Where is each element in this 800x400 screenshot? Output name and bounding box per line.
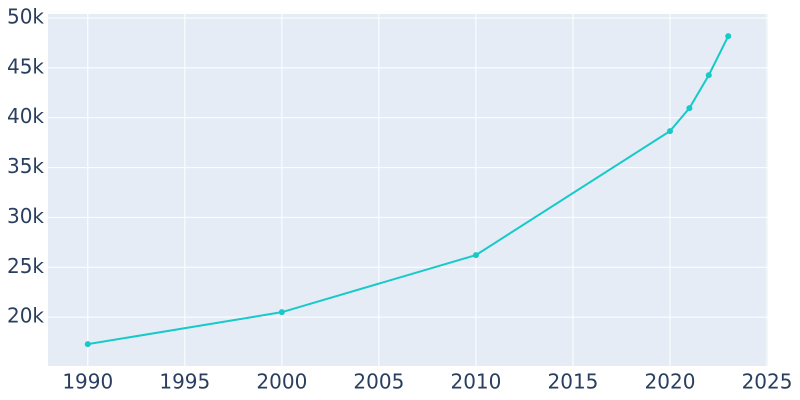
x-tick-label: 1995 <box>159 370 210 394</box>
y-tick-label: 50k <box>7 4 44 28</box>
x-tick-label: 2005 <box>353 370 404 394</box>
x-tick-label: 2025 <box>742 370 793 394</box>
plot-area <box>48 14 768 366</box>
y-tick-label: 45k <box>7 54 44 78</box>
y-tick-label: 25k <box>7 254 44 278</box>
marker <box>705 72 712 79</box>
x-tick-label: 1990 <box>62 370 113 394</box>
marker <box>725 33 732 40</box>
x-tick-label: 2020 <box>645 370 696 394</box>
x-tick-label: 2010 <box>450 370 501 394</box>
marker <box>278 309 285 316</box>
marker <box>472 252 479 259</box>
y-tick-label: 40k <box>7 104 44 128</box>
y-tick-label: 30k <box>7 204 44 228</box>
y-tick-label: 20k <box>7 304 44 328</box>
x-tick-label: 2015 <box>548 370 599 394</box>
marker <box>666 128 673 135</box>
marker <box>84 341 91 348</box>
marker <box>686 105 693 112</box>
x-tick-label: 2000 <box>256 370 307 394</box>
y-tick-label: 35k <box>7 154 44 178</box>
